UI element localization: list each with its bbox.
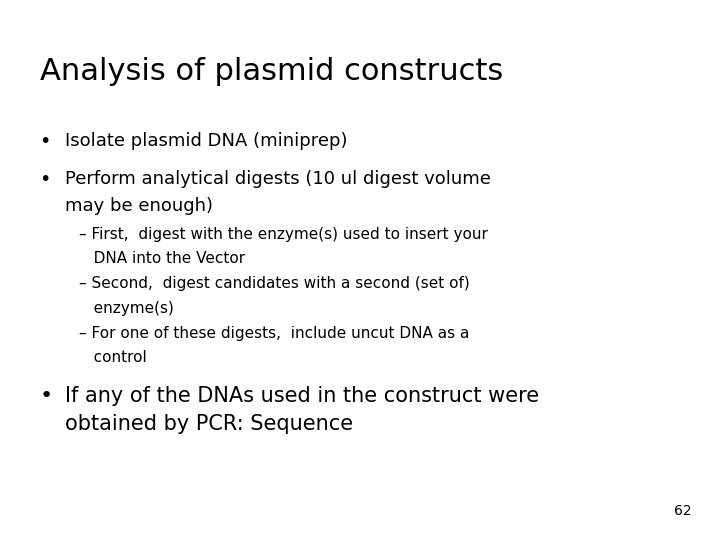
Text: obtained by PCR: Sequence: obtained by PCR: Sequence (65, 414, 353, 434)
Text: •: • (40, 132, 51, 151)
Text: Perform analytical digests (10 ul digest volume: Perform analytical digests (10 ul digest… (65, 170, 490, 188)
Text: 62: 62 (674, 504, 691, 518)
Text: enzyme(s): enzyme(s) (79, 301, 174, 316)
Text: – Second,  digest candidates with a second (set of): – Second, digest candidates with a secon… (79, 276, 470, 292)
Text: Isolate plasmid DNA (miniprep): Isolate plasmid DNA (miniprep) (65, 132, 347, 150)
Text: may be enough): may be enough) (65, 197, 213, 214)
Text: •: • (40, 170, 51, 189)
Text: – First,  digest with the enzyme(s) used to insert your: – First, digest with the enzyme(s) used … (79, 227, 488, 242)
Text: DNA into the Vector: DNA into the Vector (79, 251, 246, 266)
Text: Analysis of plasmid constructs: Analysis of plasmid constructs (40, 57, 503, 86)
Text: control: control (79, 350, 147, 366)
Text: If any of the DNAs used in the construct were: If any of the DNAs used in the construct… (65, 386, 539, 406)
Text: •: • (40, 386, 53, 406)
Text: – For one of these digests,  include uncut DNA as a: – For one of these digests, include uncu… (79, 326, 469, 341)
